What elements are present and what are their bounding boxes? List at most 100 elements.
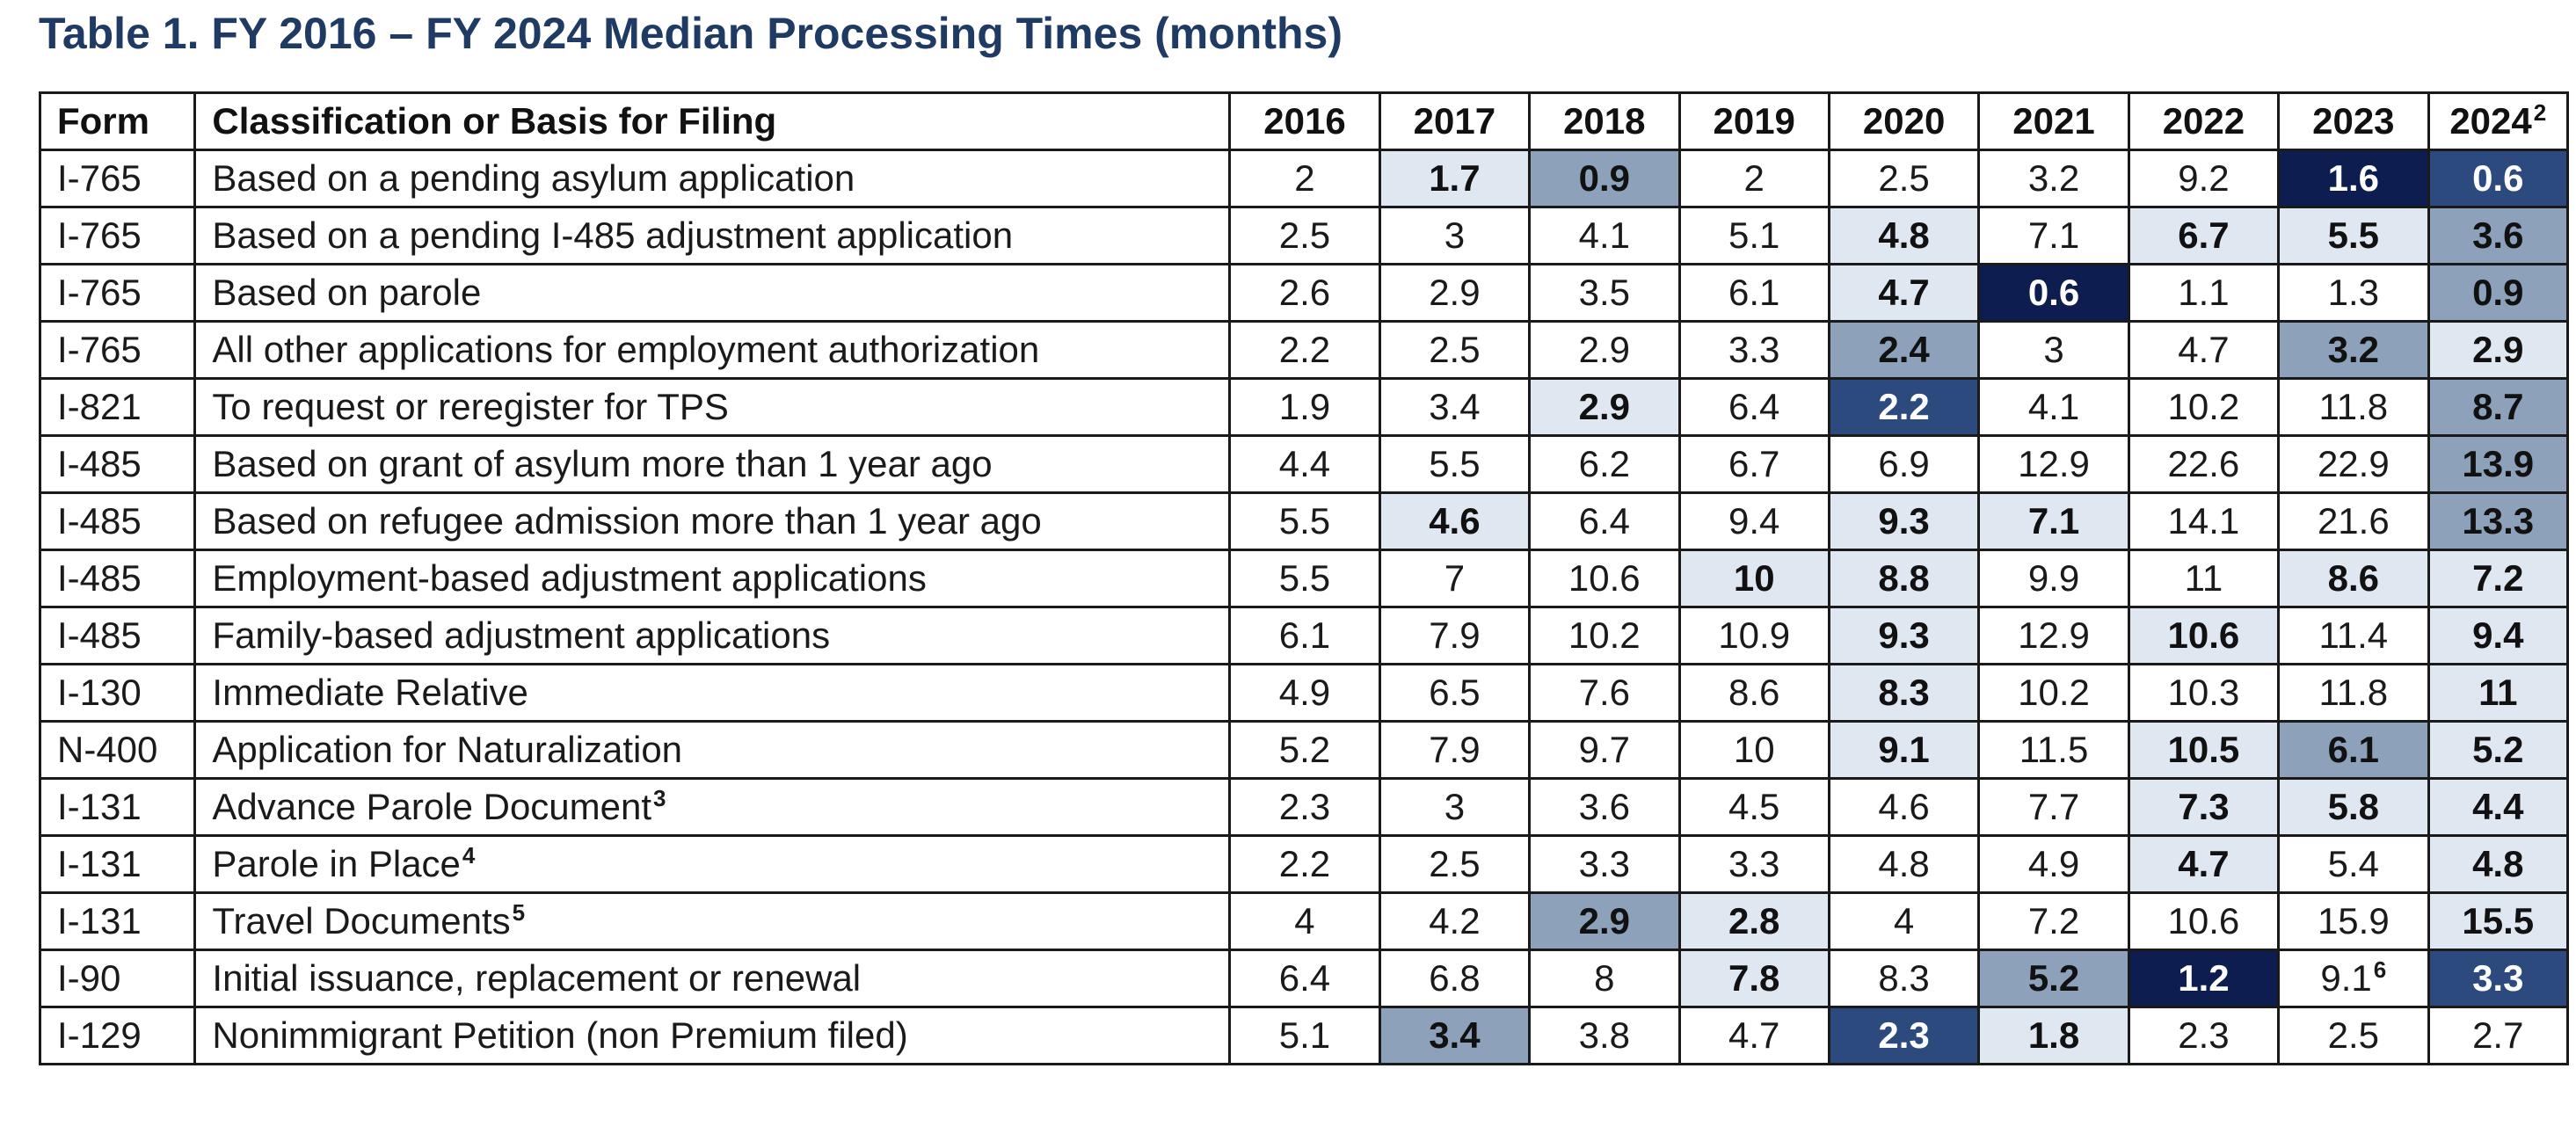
value-cell: 22.6 <box>2127 434 2281 494</box>
value-cell: 2.9 <box>1378 263 1532 323</box>
value-cell: 7.9 <box>1378 720 1532 780</box>
value-cell: 0.6 <box>1977 263 2130 323</box>
classification-text: Based on parole <box>212 272 482 313</box>
value-text: 10.6 <box>2167 614 2240 656</box>
value-text: 15.9 <box>2317 900 2390 941</box>
value-cell: 2.3 <box>1827 1006 1981 1065</box>
value-text: 6.4 <box>1578 500 1630 542</box>
value-cell: 2.5 <box>1827 149 1981 208</box>
value-cell: 8.6 <box>2277 549 2430 608</box>
form-cell: I-765 <box>38 263 197 323</box>
classification-cell: Based on a pending I-485 adjustment appl… <box>193 206 1232 265</box>
value-text: 2.5 <box>1278 214 1331 256</box>
value-text: 2 <box>1743 157 1765 199</box>
value-text: 0.9 <box>2472 272 2524 313</box>
classification-text: Advance Parole Document <box>212 786 652 827</box>
value-text: 10.2 <box>1568 614 1641 656</box>
value-text: 7.2 <box>2027 900 2080 941</box>
value-text: 4.8 <box>2472 843 2524 884</box>
value-text: 2.9 <box>1429 272 1481 313</box>
value-text: 4.7 <box>1878 272 1930 313</box>
year-label: 2021 <box>2012 100 2095 142</box>
value-cell: 4.8 <box>1827 206 1981 265</box>
value-cell: 6.4 <box>1528 491 1681 551</box>
year-label: 2022 <box>2162 100 2245 142</box>
value-text: 5.1 <box>1728 214 1780 256</box>
value-cell: 1.6 <box>2277 149 2430 208</box>
classification-text: Parole in Place <box>212 843 461 884</box>
value-text: 0.6 <box>2472 157 2524 199</box>
value-text: 3.6 <box>1578 786 1630 827</box>
value-text: 8.6 <box>2327 557 2380 599</box>
value-cell: 0.6 <box>2427 149 2570 208</box>
value-text: 9.4 <box>2472 614 2524 656</box>
value-cell: 8.6 <box>1677 663 1830 723</box>
value-text: 5.5 <box>1278 500 1331 542</box>
value-cell: 2.5 <box>1378 320 1532 380</box>
value-cell: 2.6 <box>1228 263 1381 323</box>
value-cell: 12.9 <box>1977 434 2130 494</box>
value-cell: 3 <box>1378 206 1532 265</box>
value-cell: 3.2 <box>1977 149 2130 208</box>
value-text: 2.9 <box>2472 329 2524 370</box>
value-cell: 10 <box>1677 549 1830 608</box>
value-text: 11.8 <box>2318 672 2389 713</box>
value-cell: 2.3 <box>2127 1006 2281 1065</box>
value-text: 10.9 <box>1718 614 1791 656</box>
value-cell: 2.3 <box>1228 777 1381 837</box>
value-text: 7.3 <box>2178 786 2230 827</box>
value-cell: 5.5 <box>1228 491 1381 551</box>
classification-cell: Based on parole <box>193 263 1232 323</box>
value-text: 3 <box>2043 329 2064 370</box>
value-cell: 7.7 <box>1977 777 2130 837</box>
value-text: 5.2 <box>2472 729 2524 770</box>
classification-cell: Based on refugee admission more than 1 y… <box>193 491 1232 551</box>
value-text: 2.9 <box>1578 900 1630 941</box>
footnote-marker: 4 <box>462 842 476 869</box>
value-cell: 2 <box>1228 149 1381 208</box>
value-cell: 5.2 <box>1228 720 1381 780</box>
value-text: 6.4 <box>1278 957 1331 999</box>
form-cell: I-821 <box>38 377 197 437</box>
value-cell: 4.8 <box>1827 834 1981 894</box>
value-text: 8.3 <box>1878 672 1930 713</box>
value-cell: 10.6 <box>2127 606 2281 665</box>
value-text: 2.5 <box>2327 1014 2380 1056</box>
value-cell: 3.4 <box>1378 1006 1532 1065</box>
value-text: 6.7 <box>2178 214 2230 256</box>
value-text: 4 <box>1893 900 1915 941</box>
year-column-header: 2021 <box>1977 91 2130 151</box>
value-cell: 1.7 <box>1378 149 1532 208</box>
value-cell: 3 <box>1977 320 2130 380</box>
classification-column-header: Classification or Basis for Filing <box>193 91 1232 151</box>
value-cell: 9.9 <box>1977 549 2130 608</box>
value-text: 3.3 <box>2472 957 2524 999</box>
value-text: 2.6 <box>1278 272 1331 313</box>
value-text: 15.5 <box>2462 900 2535 941</box>
value-text: 5.8 <box>2327 786 2380 827</box>
value-text: 5.5 <box>1278 557 1331 599</box>
year-label: 2024 <box>2449 100 2532 142</box>
value-cell: 5.4 <box>2277 834 2430 894</box>
form-cell: I-90 <box>38 949 197 1008</box>
value-text: 1.9 <box>1278 386 1331 427</box>
value-text: 11.8 <box>2318 386 2389 427</box>
value-cell: 6.1 <box>1677 263 1830 323</box>
value-cell: 3.3 <box>2427 949 2570 1008</box>
value-text: 10.2 <box>2167 386 2240 427</box>
value-text: 10.5 <box>2167 729 2240 770</box>
value-text: 2.9 <box>1578 329 1630 370</box>
value-cell: 14.1 <box>2127 491 2281 551</box>
value-text: 2.5 <box>1429 329 1481 370</box>
value-text: 22.6 <box>2167 443 2240 484</box>
value-cell: 7.2 <box>1977 891 2130 951</box>
value-cell: 7.8 <box>1677 949 1830 1008</box>
value-text: 2.3 <box>2178 1014 2230 1056</box>
form-cell: I-765 <box>38 206 197 265</box>
value-text: 7.7 <box>2027 786 2080 827</box>
value-text: 9.1 <box>1878 729 1930 770</box>
value-cell: 11 <box>2127 549 2281 608</box>
value-cell: 4.6 <box>1378 491 1532 551</box>
value-cell: 2.9 <box>1528 377 1681 437</box>
value-text: 12.9 <box>2018 443 2090 484</box>
